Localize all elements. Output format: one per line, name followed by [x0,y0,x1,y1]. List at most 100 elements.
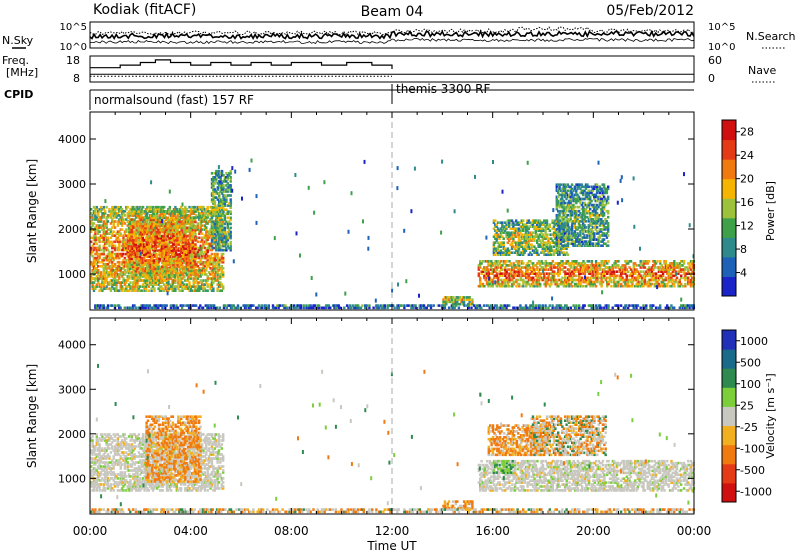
heatmap-cell [111,205,114,209]
heatmap-cell [132,287,135,290]
heatmap-cell [101,289,104,292]
heatmap-cell [627,270,630,273]
heatmap-cell [210,281,214,284]
heatmap-cell [95,256,98,260]
heatmap-cell [149,205,152,209]
heatmap-cell [113,205,117,209]
heatmap-cell [198,218,201,221]
heatmap-cell [160,287,163,290]
heatmap-cell [126,254,129,258]
heatmap-cell [116,254,120,258]
heatmap-cell [99,285,103,288]
heatmap-cell [635,264,638,267]
heatmap-cell [130,205,134,209]
heatmap-cell [137,275,140,279]
heatmap-cell [160,279,163,282]
heatmap-cell [200,236,204,240]
heatmap-cell [210,248,214,252]
heatmap-cell [125,258,128,262]
heatmap-cell [123,246,127,250]
heatmap-cell [118,289,121,292]
heatmap-cell [147,240,150,244]
heatmap-cell [94,246,97,250]
heatmap-cell [156,277,159,280]
heatmap-cell [209,260,212,264]
heatmap-cell [209,277,212,280]
heatmap-cell [94,210,97,213]
heatmap-cell [148,245,151,248]
heatmap-cell [115,267,118,270]
heatmap-cell [104,267,107,270]
heatmap-cell [133,261,136,265]
heatmap-cell [97,271,100,274]
heatmap-cell [171,226,174,229]
nave-right-tick-top: 60 [708,54,722,67]
heatmap-cell [196,205,200,209]
heatmap-cell [610,284,613,288]
heatmap-cell [174,234,177,237]
heatmap-cell [193,208,197,211]
heatmap-cell [181,208,184,211]
heatmap-cell [174,289,177,292]
heatmap-cell [91,277,94,280]
heatmap-cell [129,214,132,217]
heatmap-cell [149,260,152,264]
heatmap-cell [137,208,141,211]
heatmap-cell [184,208,187,211]
heatmap-cell [193,285,197,288]
heatmap-cell [643,266,647,269]
heatmap-cell [122,236,125,240]
heatmap-cell [161,279,164,282]
heatmap-cell [123,242,127,246]
heatmap-cell [126,244,129,248]
heatmap-cell [112,277,115,280]
heatmap-cell [212,277,215,280]
heatmap-cell [203,220,207,223]
heatmap-cell [206,248,209,252]
heatmap-cell [134,262,138,266]
heatmap-cell [199,285,202,288]
heatmap-cell [182,216,186,219]
heatmap-cell [144,279,148,282]
heatmap-cell [151,279,155,282]
heatmap-cell [140,248,143,252]
heatmap-cell [105,242,108,246]
heatmap-cell [91,222,94,225]
heatmap-cell [108,254,111,258]
heatmap-cell [501,268,504,271]
heatmap-cell [122,265,125,268]
heatmap-cell [199,269,202,272]
heatmap-cell [178,218,181,221]
heatmap-cell [98,216,101,219]
heatmap-cell [175,218,178,221]
heatmap-cell [94,214,97,217]
heatmap-cell [115,275,118,278]
heatmap-cell [112,246,115,250]
heatmap-cell [200,232,204,235]
heatmap-cell [111,232,114,235]
heatmap-cell [178,252,181,256]
heatmap-cell [133,214,136,217]
heatmap-cell [119,210,122,213]
heatmap-cell [102,212,105,215]
heatmap-cell [213,200,217,203]
frequency-step-trace [90,59,393,69]
heatmap-cell [112,220,115,223]
heatmap-cell [126,269,129,272]
heatmap-cell [205,216,208,219]
heatmap-cell [115,205,118,209]
heatmap-cell [109,289,113,292]
heatmap-cell [98,240,101,244]
heatmap-cell [97,218,100,221]
heatmap-cell [518,260,521,263]
heatmap-cell [92,258,96,262]
heatmap-cell [212,267,215,270]
heatmap-cell [112,212,115,215]
heatmap-cell [229,230,232,234]
heatmap-cell [203,240,207,244]
heatmap-cell [139,289,142,292]
heatmap-cell [202,244,205,248]
heatmap-cell [118,244,121,248]
heatmap-cell [118,256,121,260]
heatmap-cell [95,267,98,270]
